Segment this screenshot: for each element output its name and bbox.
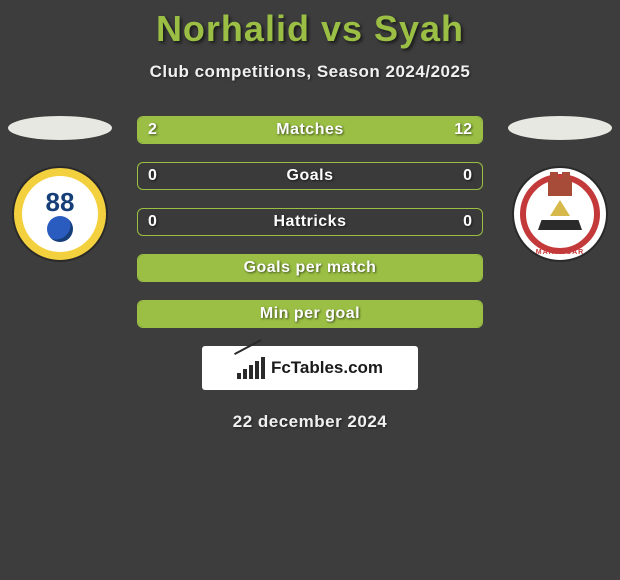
left-team-crest: 88	[12, 166, 108, 262]
stat-bar: 00Hattricks	[137, 208, 483, 236]
bar-label: Goals	[138, 163, 482, 189]
left-crest-number: 88	[46, 187, 75, 218]
stat-bar: Min per goal	[137, 300, 483, 328]
left-team-column: 88	[0, 116, 120, 262]
right-team-crest: PSM MAKASSAR	[512, 166, 608, 262]
subtitle: Club competitions, Season 2024/2025	[0, 62, 620, 82]
stat-bar: 00Goals	[137, 162, 483, 190]
brand-box: FcTables.com	[202, 346, 418, 390]
bar-label: Goals per match	[138, 255, 482, 281]
comparison-panel: 88 PSM MAKASSAR 212Matches 00Goals 00Hattr…	[0, 116, 620, 432]
football-icon	[47, 216, 73, 242]
brand-text: FcTables.com	[271, 358, 383, 378]
left-flag-placeholder	[8, 116, 112, 140]
bar-chart-icon	[237, 357, 265, 379]
bar-label: Hattricks	[138, 209, 482, 235]
boat-icon	[538, 208, 582, 230]
right-team-column: PSM MAKASSAR	[500, 116, 620, 262]
bar-label: Min per goal	[138, 301, 482, 327]
stat-bar: Goals per match	[137, 254, 483, 282]
right-flag-placeholder	[508, 116, 612, 140]
page-title: Norhalid vs Syah	[0, 0, 620, 50]
stat-bar: 212Matches	[137, 116, 483, 144]
date-label: 22 december 2024	[0, 412, 620, 432]
stat-bars: 212Matches 00Goals 00Hattricks Goals per ma…	[137, 116, 483, 328]
wall-icon	[548, 178, 572, 196]
bar-label: Matches	[138, 117, 482, 143]
right-crest-bottom-text: MAKASSAR	[514, 249, 606, 256]
